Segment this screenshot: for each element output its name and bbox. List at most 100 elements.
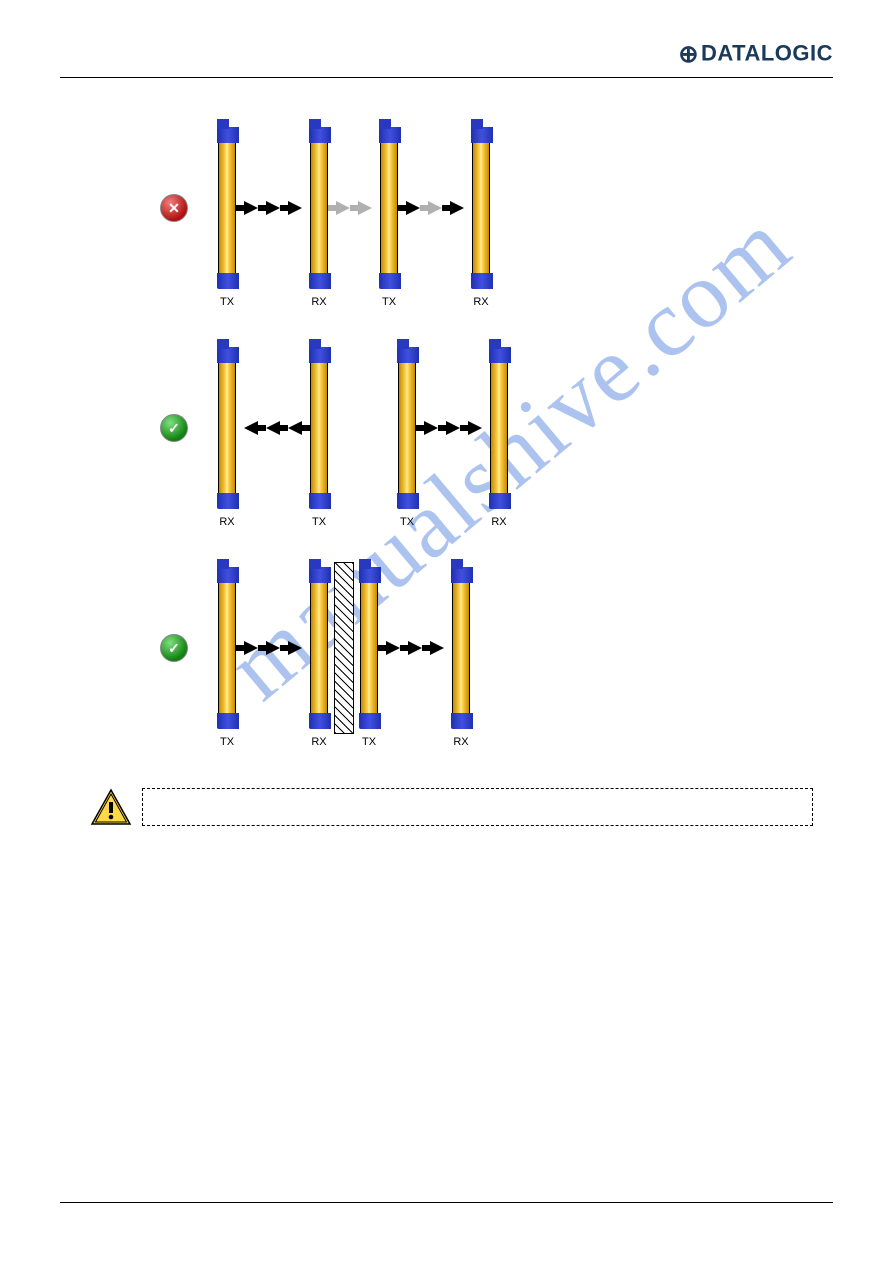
bar-cap <box>471 119 483 129</box>
arrow-icon <box>468 421 482 435</box>
sensor-pair: TX RX <box>218 128 328 308</box>
sensor-bar-body <box>398 348 416 508</box>
brand-text: DATALOGIC <box>701 40 833 65</box>
sensor-bar: RX <box>452 568 470 748</box>
sensor-bar: TX <box>360 568 378 748</box>
sensor-bar: TX <box>310 348 328 528</box>
sensor-label: TX <box>220 296 234 308</box>
arrow-icon <box>288 641 302 655</box>
arrow-icon <box>446 421 460 435</box>
sensor-bar-body <box>360 568 378 728</box>
status-good-icon: ✓ <box>160 634 188 662</box>
sensor-label: RX <box>311 736 326 748</box>
arrow-icon <box>428 201 442 215</box>
sensor-bar-body <box>490 348 508 508</box>
bar-cap <box>217 339 229 349</box>
arrow-icon <box>358 201 372 215</box>
sensor-bar-body <box>472 128 490 288</box>
arrow-icon <box>424 421 438 435</box>
diagram-area: ✕TXRXTXRX✓RXTXTXRX✓TXRXOpaque surfaceTXR… <box>160 128 773 748</box>
bar-cap <box>309 119 321 129</box>
arrow-icon <box>288 421 302 435</box>
sensor-bar-body <box>310 348 328 508</box>
sensor-label: TX <box>400 516 414 528</box>
sensor-bar: TX <box>398 348 416 528</box>
sensor-bar: TX <box>218 568 236 748</box>
status-glyph: ✕ <box>168 200 180 217</box>
diagram-row: ✕ TX RX TX RX <box>160 128 773 308</box>
bar-cap <box>217 119 229 129</box>
sensor-label: TX <box>382 296 396 308</box>
warning-text: . <box>153 795 156 809</box>
footer-rule <box>60 1202 833 1203</box>
arrow-group <box>398 128 472 288</box>
sensor-label: TX <box>362 736 376 748</box>
arrow-group <box>236 348 310 508</box>
arrow-icon <box>266 201 280 215</box>
sensor-bar-body <box>380 128 398 288</box>
sensor-pair: TX RX <box>360 568 470 748</box>
bar-cap <box>309 559 321 569</box>
sensor-label: RX <box>219 516 234 528</box>
bar-cap <box>451 559 463 569</box>
sensor-label: TX <box>220 736 234 748</box>
sensor-bar: TX <box>218 128 236 308</box>
arrow-group <box>328 128 380 288</box>
arrow-group <box>378 568 452 728</box>
arrow-icon <box>266 421 280 435</box>
sensor-bar: RX <box>472 128 490 308</box>
arrow-icon <box>266 641 280 655</box>
bar-cap <box>309 339 321 349</box>
arrow-icon <box>244 641 258 655</box>
bar-cap <box>217 559 229 569</box>
arrow-group <box>416 348 490 508</box>
sensor-pair: TX RX <box>380 128 490 308</box>
sensor-pair: TX RX <box>398 348 508 528</box>
sensor-label: TX <box>312 516 326 528</box>
sensor-bar: TX <box>380 128 398 308</box>
warning-row: . <box>90 788 813 831</box>
arrow-icon <box>288 201 302 215</box>
sensor-bar-body <box>218 128 236 288</box>
status-glyph: ✓ <box>168 420 180 437</box>
sensor-bar: RX <box>310 128 328 308</box>
sensor-bar: RX <box>218 348 236 528</box>
pair-group: TX RX TX RX <box>218 128 490 308</box>
arrow-icon <box>430 641 444 655</box>
status-glyph: ✓ <box>168 640 180 657</box>
status-good-icon: ✓ <box>160 414 188 442</box>
arrow-icon <box>244 421 258 435</box>
pair-group: TXRXOpaque surfaceTXRX <box>218 568 470 748</box>
bar-cap <box>379 119 391 129</box>
sensor-label: RX <box>473 296 488 308</box>
bar-cap <box>359 559 371 569</box>
sensor-bar-body <box>452 568 470 728</box>
arrow-icon <box>336 201 350 215</box>
logo-symbol: ⊕ <box>678 40 699 69</box>
opaque-surface: Opaque surface <box>334 562 354 734</box>
bar-cap <box>489 339 501 349</box>
warning-icon <box>90 788 132 831</box>
diagram-row: ✓TXRXOpaque surfaceTXRX <box>160 568 773 748</box>
arrow-icon <box>408 641 422 655</box>
sensor-bar: RX <box>490 348 508 528</box>
sensor-pair: RX TX <box>218 348 328 528</box>
sensor-bar-body <box>310 128 328 288</box>
diagram-row: ✓ RX TX TX RX <box>160 348 773 528</box>
arrow-group <box>236 568 310 728</box>
sensor-label: RX <box>311 296 326 308</box>
sensor-bar: RX <box>310 568 328 748</box>
bar-cap <box>397 339 409 349</box>
status-bad-icon: ✕ <box>160 194 188 222</box>
pair-group: RX TX TX RX <box>218 348 508 528</box>
arrow-group <box>236 128 310 288</box>
sensor-bar-body <box>310 568 328 728</box>
sensor-bar-body <box>218 348 236 508</box>
page-header: ⊕DATALOGIC <box>60 40 833 78</box>
arrow-icon <box>244 201 258 215</box>
sensor-pair: TX RX <box>218 568 328 748</box>
arrow-icon <box>386 641 400 655</box>
sensor-bar-body <box>218 568 236 728</box>
brand-logo: ⊕DATALOGIC <box>678 40 833 69</box>
arrow-icon <box>406 201 420 215</box>
